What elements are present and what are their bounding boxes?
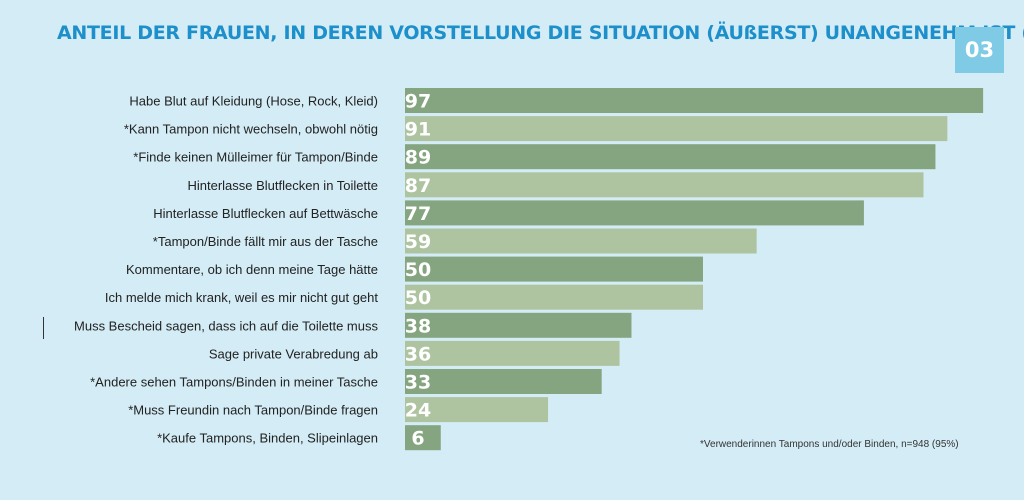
bar-value-label: 6 (411, 428, 424, 450)
category-label: Hinterlasse Blutflecken auf Bettwäsche (153, 206, 378, 221)
bar-value-label: 87 (405, 175, 431, 197)
bar-value-label: 89 (405, 147, 431, 169)
bar-value-label: 33 (405, 372, 431, 394)
bar-value-label: 24 (405, 400, 431, 422)
bar (405, 200, 864, 226)
bar (405, 88, 984, 113)
category-label: Sage private Verabredung ab (209, 346, 378, 361)
category-label: *Kaufe Tampons, Binden, Slipeinlagen (157, 431, 378, 446)
bar (405, 340, 620, 366)
bar (405, 116, 948, 142)
bar-value-label: 59 (405, 231, 431, 253)
footnote: *Verwenderinnen Tampons und/oder Binden,… (700, 439, 959, 450)
category-label: Ich melde mich krank, weil es mir nicht … (105, 290, 378, 305)
category-label: *Andere sehen Tampons/Binden in meiner T… (90, 375, 378, 390)
bar (405, 144, 936, 170)
bar-value-label: 50 (405, 259, 431, 281)
bar (405, 369, 602, 394)
text-cursor (43, 317, 44, 339)
bar-value-label: 50 (405, 287, 431, 309)
category-label: *Kann Tampon nicht wechseln, obwohl nöti… (124, 122, 378, 137)
bar (405, 397, 549, 423)
category-label: Habe Blut auf Kleidung (Hose, Rock, Klei… (129, 94, 378, 109)
bar-value-label: 36 (405, 343, 431, 365)
bar-value-label: 97 (405, 91, 431, 113)
category-label: *Tampon/Binde fällt mir aus der Tasche (153, 234, 378, 249)
bar (405, 256, 703, 282)
bar-value-label: 77 (405, 203, 431, 225)
bar (405, 312, 632, 338)
bar (405, 172, 924, 198)
category-label: Muss Bescheid sagen, dass ich auf die To… (74, 318, 378, 333)
bar (405, 228, 757, 254)
bar (405, 284, 703, 310)
category-label: *Finde keinen Mülleimer für Tampon/Binde (133, 150, 378, 165)
category-label: Kommentare, ob ich denn meine Tage hätte (126, 262, 378, 277)
bar-value-label: 91 (405, 119, 431, 141)
chart-title: ANTEIL DER FRAUEN, IN DEREN VORSTELLUNG … (57, 22, 1024, 44)
bar (405, 425, 441, 451)
category-label: Hinterlasse Blutflecken in Toilette (187, 178, 378, 193)
bar-value-label: 38 (405, 315, 431, 337)
category-label: *Muss Freundin nach Tampon/Binde fragen (128, 403, 378, 418)
page-number-badge: 03 (955, 27, 1004, 73)
